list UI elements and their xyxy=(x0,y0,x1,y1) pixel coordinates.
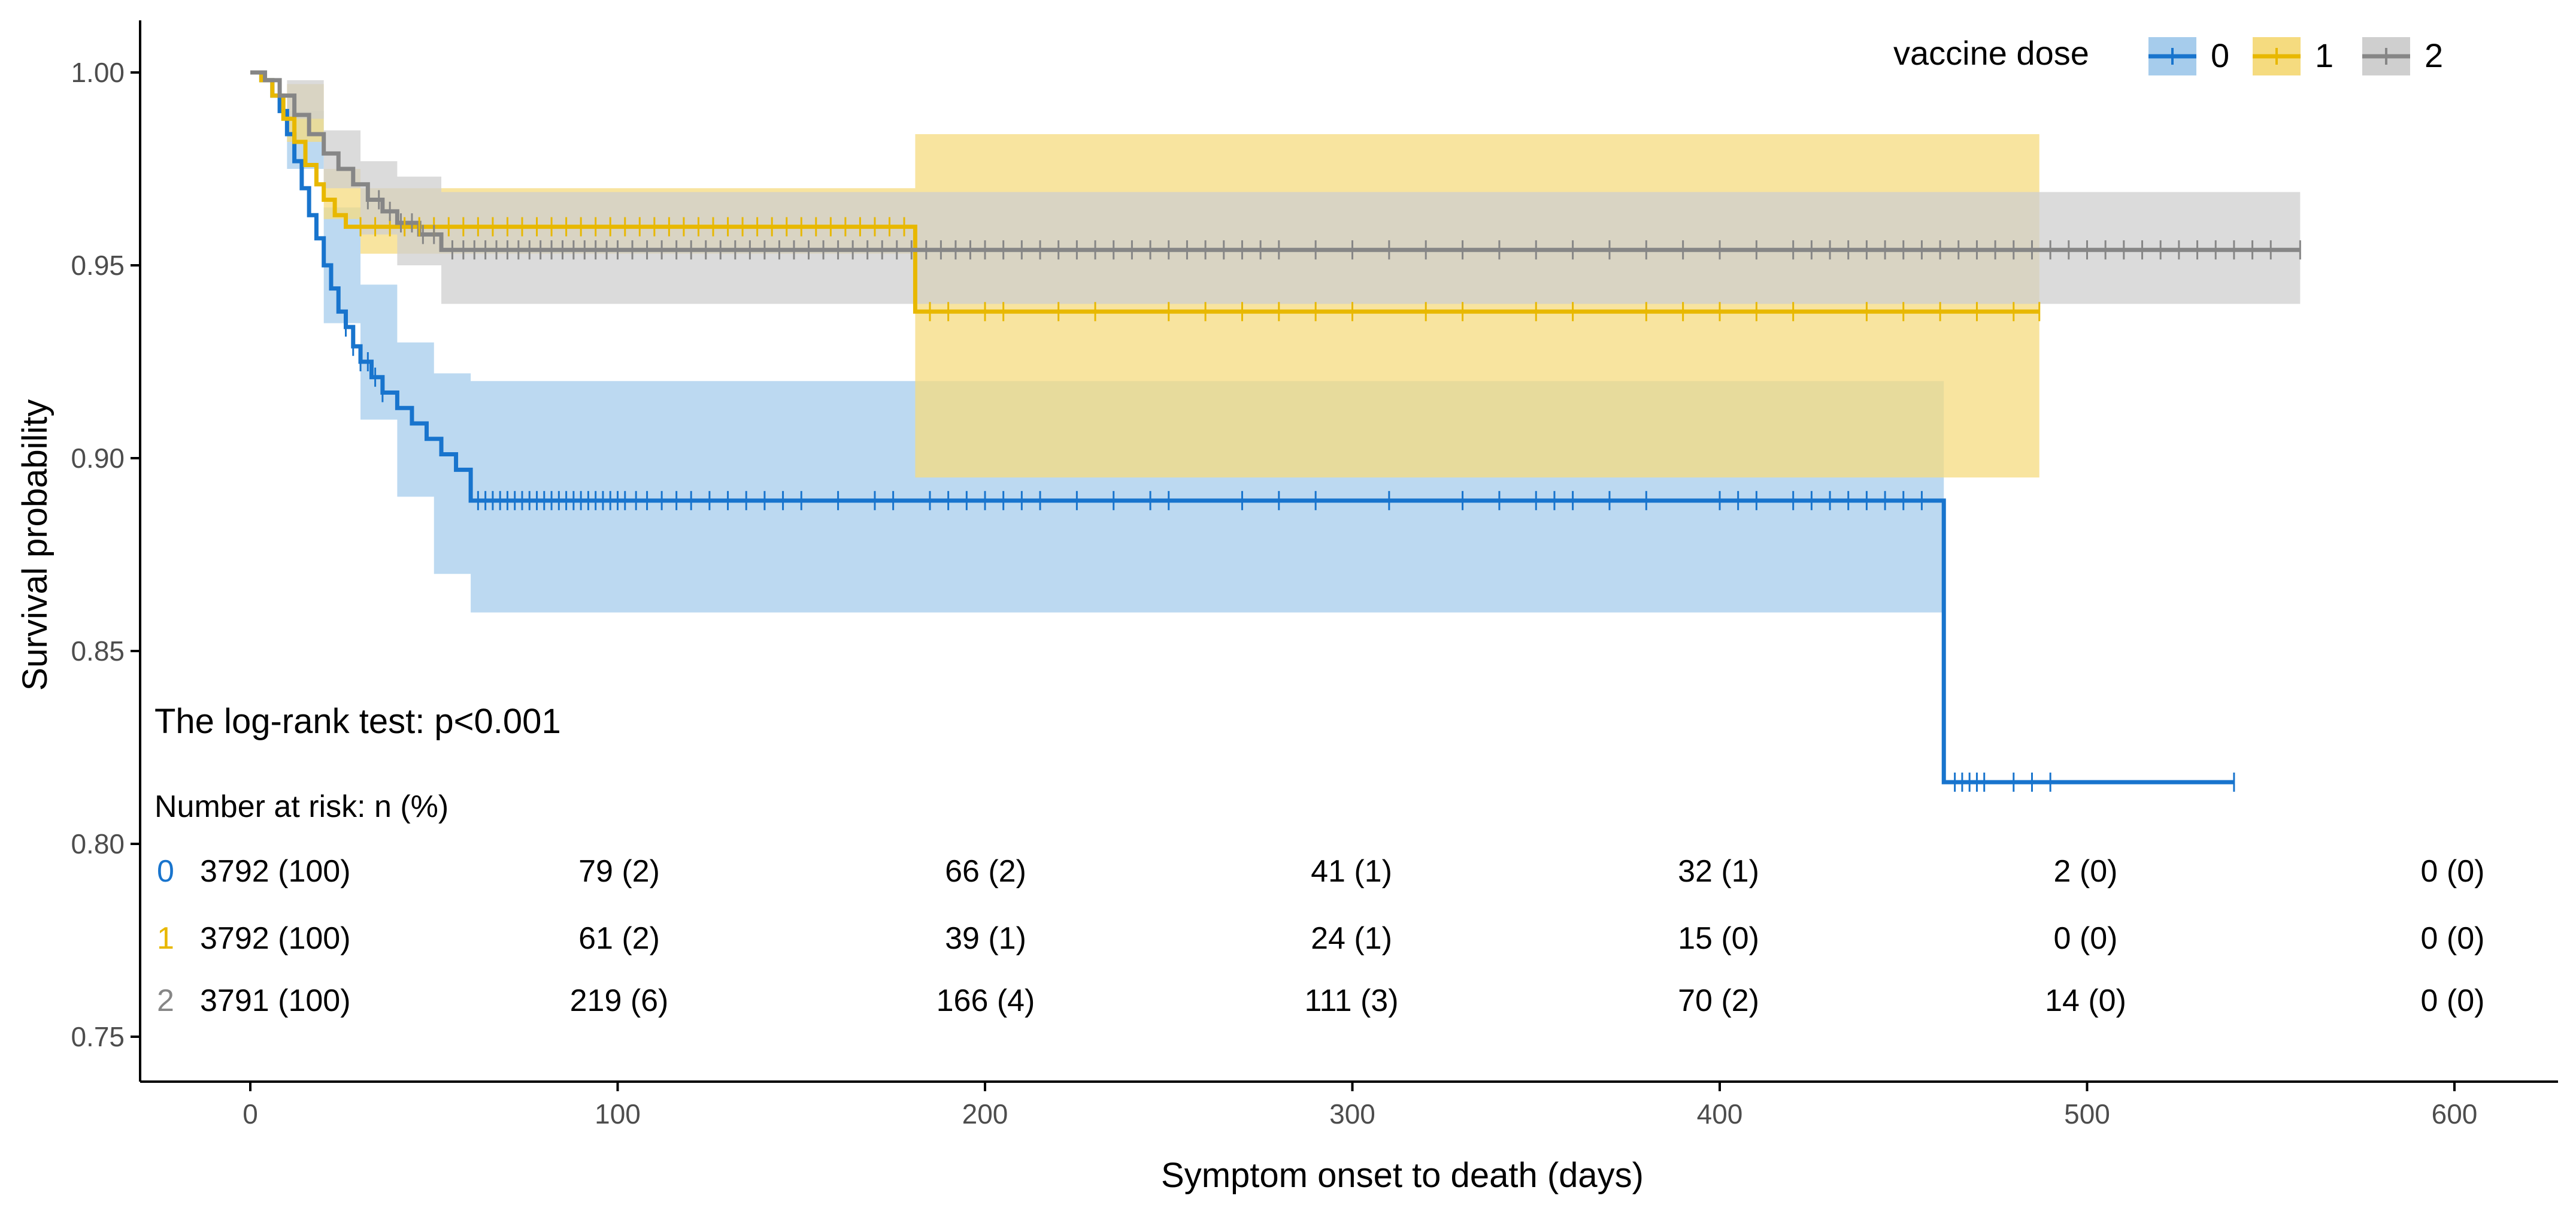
legend: vaccine dose 0 1 2 xyxy=(1893,34,2443,75)
risk-table-cell: 166 (4) xyxy=(937,983,1035,1018)
risk-table-cell: 0 (0) xyxy=(2421,854,2485,889)
risk-table-cell: 66 (2) xyxy=(945,854,1026,889)
survival-line-dose-2 xyxy=(250,70,2301,252)
risk-table-cell: 0 (0) xyxy=(2421,921,2485,956)
y-axis-label: Survival probability xyxy=(16,399,54,691)
risk-table-title: Number at risk: n (%) xyxy=(154,789,448,824)
risk-table-cell: 61 (2) xyxy=(578,921,660,956)
risk-table-cell: 14 (0) xyxy=(2045,983,2126,1018)
risk-table-cell: 219 (6) xyxy=(570,983,669,1018)
y-tick-label: 0.95 xyxy=(71,250,125,281)
risk-table-cell: 111 (3) xyxy=(1304,983,1398,1018)
risk-table-cell: 0 (0) xyxy=(2054,921,2118,956)
risk-table-cell: 3792 (100) xyxy=(200,921,351,956)
censor-marks xyxy=(345,190,2301,792)
x-tick-label: 0 xyxy=(243,1098,258,1130)
x-tick-label: 400 xyxy=(1697,1098,1743,1130)
log-rank-annotation: The log-rank test: p<0.001 xyxy=(154,702,561,741)
y-tick-label: 1.00 xyxy=(71,57,125,88)
y-axis-ticks: 0.75 0.80 0.85 0.90 0.95 1.00 xyxy=(71,57,140,1052)
legend-title: vaccine dose xyxy=(1893,34,2089,72)
x-tick-label: 600 xyxy=(2432,1098,2478,1130)
legend-label-dose-1: 1 xyxy=(2315,37,2333,74)
risk-table-cell: 3792 (100) xyxy=(200,854,351,889)
risk-table-cell: 24 (1) xyxy=(1311,921,1392,956)
x-tick-label: 500 xyxy=(2064,1098,2110,1130)
y-tick-label: 0.85 xyxy=(71,635,125,667)
x-axis-label: Symptom onset to death (days) xyxy=(1161,1156,1644,1195)
x-axis-ticks: 0 100 200 300 400 500 600 xyxy=(243,1082,2477,1130)
legend-label-dose-2: 2 xyxy=(2425,37,2443,74)
x-tick-label: 200 xyxy=(962,1098,1008,1130)
risk-table-cell: 3791 (100) xyxy=(200,983,351,1018)
risk-table-cell: 39 (1) xyxy=(945,921,1026,956)
risk-table-cell: 0 (0) xyxy=(2421,983,2485,1018)
risk-table-group-label: 0 xyxy=(157,854,174,889)
risk-table-cell: 70 (2) xyxy=(1678,983,1759,1018)
survival-line-dose-1 xyxy=(250,70,2039,314)
y-tick-label: 0.80 xyxy=(71,828,125,859)
x-tick-label: 300 xyxy=(1329,1098,1375,1130)
confidence-bands xyxy=(250,72,2301,613)
y-tick-label: 0.75 xyxy=(71,1021,125,1052)
risk-table-group-label: 1 xyxy=(157,921,174,956)
risk-table-group-label: 2 xyxy=(157,983,174,1018)
risk-table-cell: 15 (0) xyxy=(1678,921,1759,956)
y-tick-label: 0.90 xyxy=(71,443,125,474)
legend-label-dose-0: 0 xyxy=(2211,37,2229,74)
risk-table-cell: 2 (0) xyxy=(2054,854,2118,889)
ci-band-dose-2 xyxy=(250,72,2301,304)
x-tick-label: 100 xyxy=(595,1098,641,1130)
risk-table-cell: 32 (1) xyxy=(1678,854,1759,889)
risk-table: 0 3792 (100) 79 (2) 66 (2) 41 (1) 32 (1) 2 (0)… xyxy=(157,854,2484,1018)
risk-table-cell: 41 (1) xyxy=(1311,854,1392,889)
risk-table-cell: 79 (2) xyxy=(578,854,660,889)
